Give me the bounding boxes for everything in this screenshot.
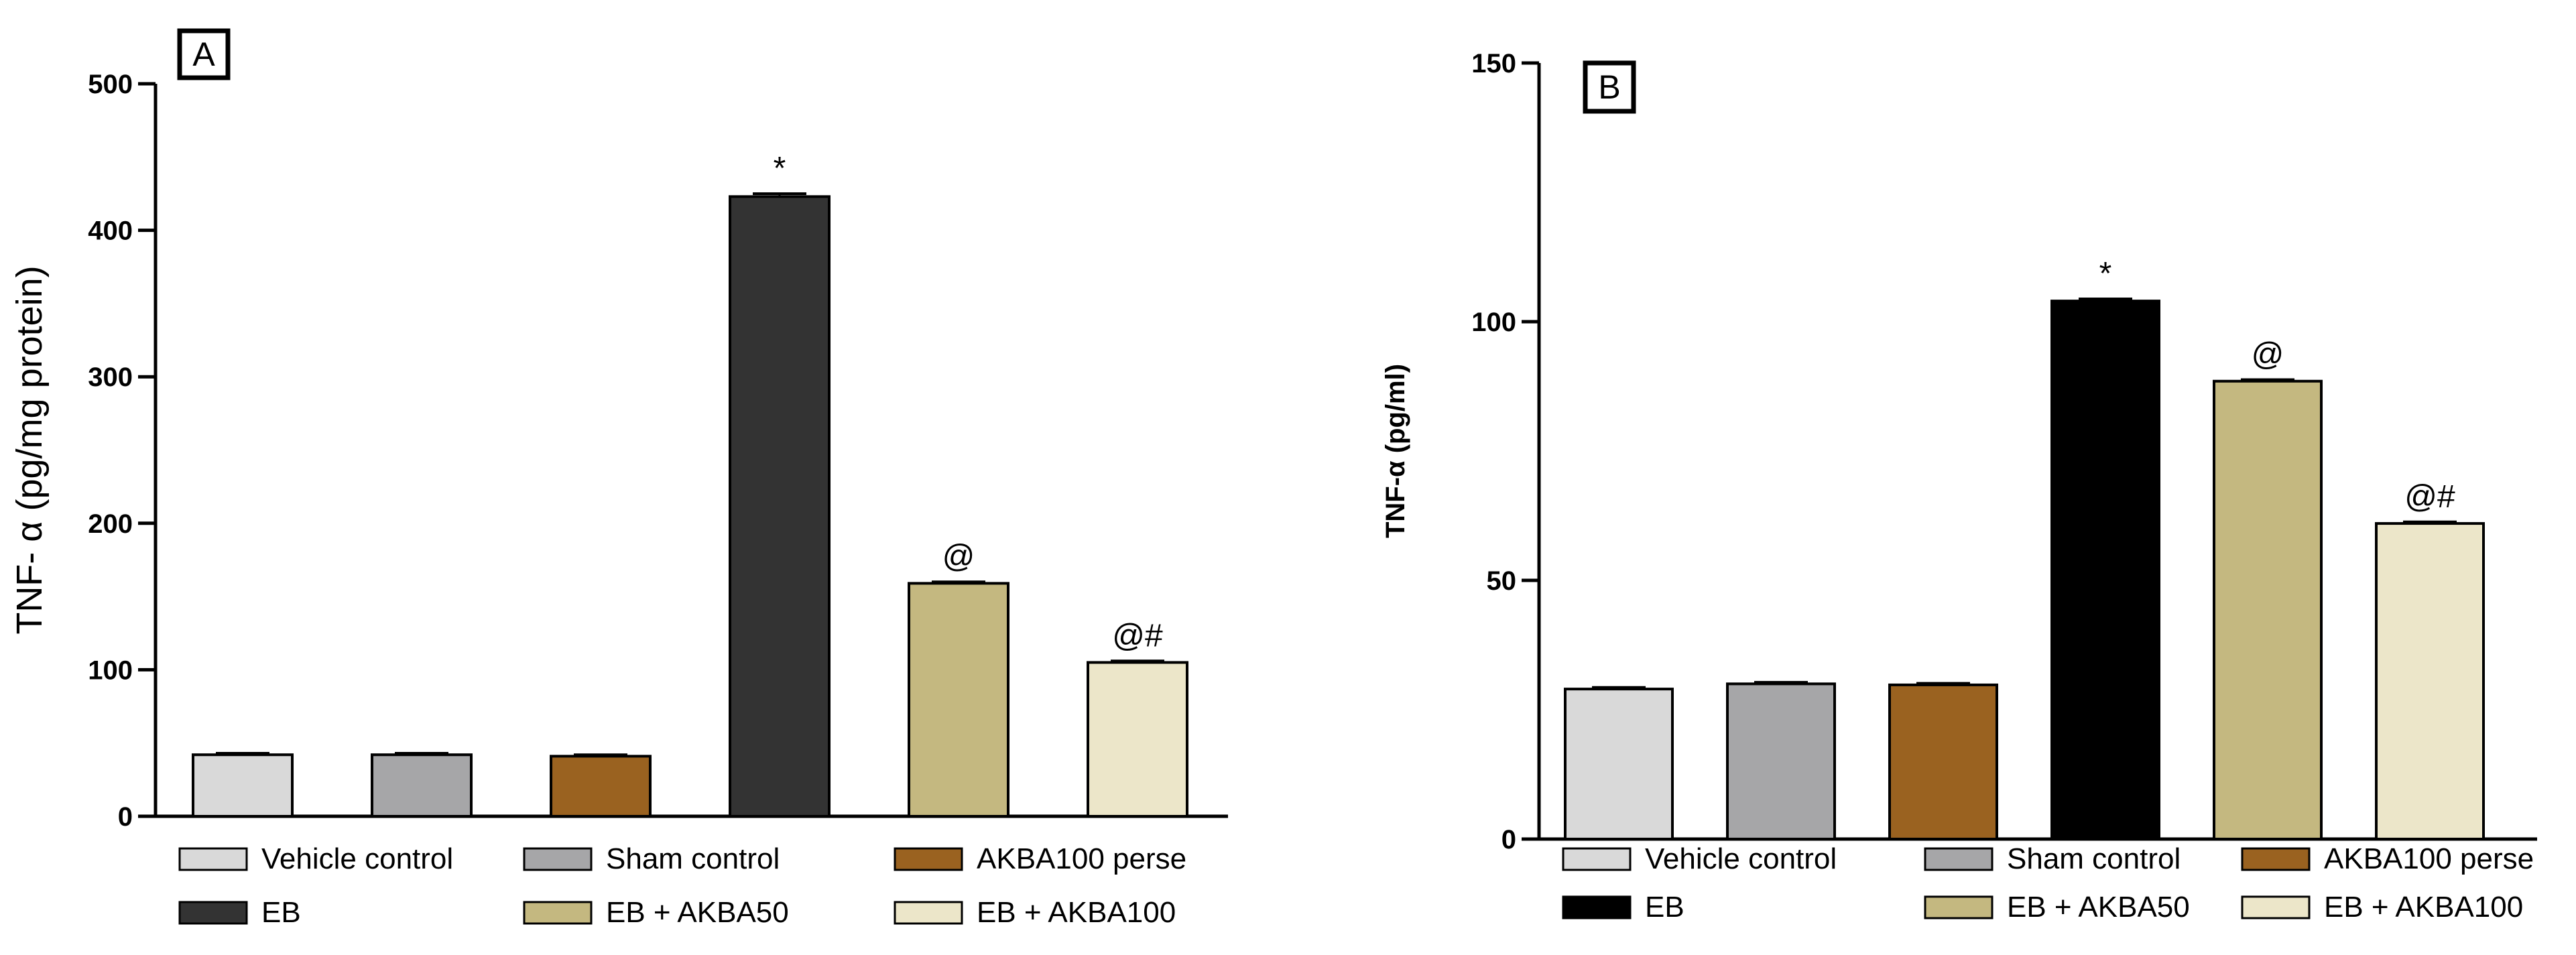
significance-annotation: @#: [1112, 618, 1163, 653]
panel-label: B: [1598, 68, 1620, 106]
legend-swatch: [2241, 895, 2311, 919]
legend-label: EB: [1645, 891, 1684, 924]
chart-panel-b: 0 50 100 150 TNF-α (pg/ml) B * @ @# Vehicle contr…: [1381, 49, 2537, 924]
legend-label: Sham control: [606, 842, 780, 875]
legend-swatch: [2241, 847, 2311, 871]
bar-eb: [729, 195, 831, 818]
panel-label-box: [1583, 60, 1636, 114]
bar-sham-control: [371, 753, 473, 818]
y-tick-label: 400: [88, 216, 133, 246]
legend-swatch: [178, 901, 248, 925]
legend-swatch: [178, 847, 248, 871]
chart-panel-a: 0 100 200 300 400 500 TNF- α (pg/mg protein) A *…: [9, 28, 1228, 929]
y-tick-label: 500: [88, 70, 133, 99]
legend-label: EB + AKBA100: [2324, 891, 2523, 924]
y-axis-label: TNF-α (pg/ml): [1381, 364, 1410, 538]
panel-label-box: [177, 28, 231, 80]
legend: Vehicle control Sham control AKBA100 perse…: [178, 842, 1186, 929]
bar-sham-control: [1726, 682, 1836, 841]
y-tick-label: 200: [88, 509, 133, 539]
legend-swatch: [1562, 847, 1632, 871]
y-tick-label: 100: [88, 655, 133, 685]
legend-label: AKBA100 perse: [977, 842, 1186, 875]
significance-annotation: *: [2099, 256, 2112, 292]
significance-annotation: @#: [2404, 479, 2455, 515]
panel-label: A: [192, 36, 215, 73]
y-axis-label: TNF- α (pg/mg protein): [9, 265, 50, 634]
significance-annotation: *: [774, 151, 786, 186]
legend-swatch: [1924, 847, 1994, 871]
legend: Vehicle control Sham control AKBA100 perse…: [1562, 842, 2534, 924]
bar-eb: [2050, 300, 2160, 840]
legend-label: EB: [261, 896, 301, 929]
legend-swatch: [1924, 895, 1994, 919]
legend-swatch: [894, 901, 963, 925]
bar-eb-akba50: [2213, 379, 2323, 840]
y-tick-label: 50: [1487, 566, 1517, 596]
legend-swatch: [1562, 895, 1632, 919]
legend-label: Vehicle control: [261, 842, 453, 875]
legend-label: Vehicle control: [1645, 842, 1837, 875]
legend-swatch: [523, 901, 593, 925]
legend-swatch: [894, 847, 963, 871]
bar-eb-akba50: [908, 582, 1009, 818]
legend-label: AKBA100 perse: [2324, 842, 2534, 875]
significance-annotation: @: [942, 539, 975, 574]
legend-label: EB + AKBA50: [606, 896, 789, 929]
bar-eb-akba100: [2375, 522, 2485, 841]
y-tick-label: 100: [1471, 308, 1516, 337]
legend-swatch: [523, 847, 593, 871]
y-tick-label: 0: [1501, 825, 1516, 854]
legend-label: EB + AKBA50: [2007, 891, 2190, 924]
bar-akba100-perse: [550, 755, 652, 818]
y-tick-label: 300: [88, 363, 133, 392]
bar-vehicle-control: [192, 753, 294, 818]
bar-eb-akba100: [1087, 661, 1188, 818]
bar-vehicle-control: [1564, 688, 1674, 840]
bar-akba100-perse: [1888, 683, 1998, 840]
y-tick-label: 150: [1471, 49, 1516, 78]
significance-annotation: @: [2252, 336, 2284, 372]
legend-label: Sham control: [2007, 842, 2181, 875]
legend-label: EB + AKBA100: [977, 896, 1176, 929]
y-tick-label: 0: [118, 802, 133, 832]
